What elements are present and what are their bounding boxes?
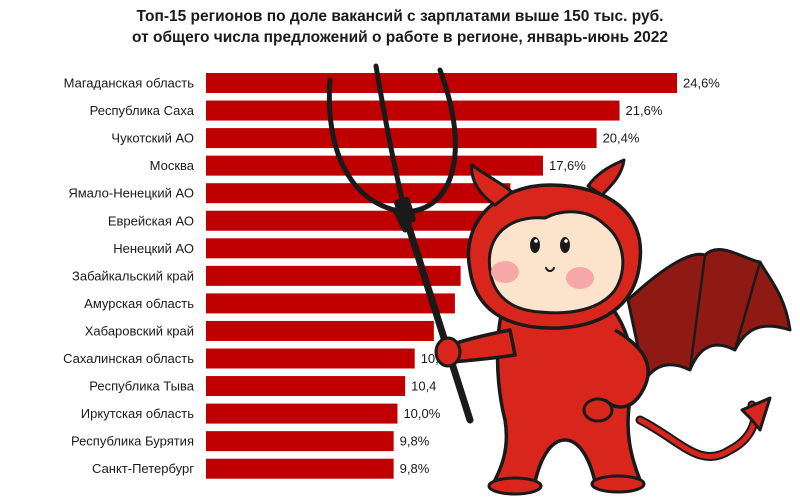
category-label: Москва (150, 158, 195, 173)
value-label: 9,8% (400, 434, 430, 449)
bar (206, 431, 394, 452)
category-label: Забайкальский край (72, 268, 194, 283)
bar (206, 128, 597, 149)
value-label: 10,4 (411, 379, 436, 394)
bar (206, 210, 498, 231)
category-label: Республика Бурятия (71, 434, 194, 449)
category-label: Республика Саха (90, 103, 195, 118)
bar (206, 376, 406, 397)
category-label: Хабаровский край (85, 323, 194, 338)
bar (206, 293, 455, 314)
bar (206, 183, 511, 204)
bar (206, 348, 415, 369)
bar (206, 100, 620, 121)
category-label: Амурская область (84, 296, 194, 311)
value-label: 10,9% (421, 351, 458, 366)
chart-title-line-1: Топ-15 регионов по доле вакансий с зарпл… (136, 8, 664, 25)
bar (206, 458, 394, 479)
category-label: Сахалинская область (63, 351, 194, 366)
category-label: Чукотский АО (111, 131, 194, 146)
category-label: Ямало-Ненецкий АО (68, 186, 194, 201)
value-label: 24,6% (683, 76, 720, 91)
bar (206, 155, 543, 176)
bar (206, 238, 482, 259)
category-label: Еврейская АО (108, 213, 194, 228)
chart-title-line-2: от общего числа предложений о работе в р… (132, 29, 668, 46)
value-label: 20,4% (603, 131, 640, 146)
category-label: Иркутская область (81, 406, 194, 421)
category-label: Магаданская область (64, 76, 195, 91)
chart-title: Топ-15 регионов по доле вакансий с зарпл… (0, 6, 800, 48)
category-label: Санкт-Петербург (92, 461, 194, 476)
bar (206, 265, 461, 286)
category-label: Республика Тыва (89, 379, 195, 394)
category-labels-group: Магаданская область Республика Саха Чукотс… (63, 76, 195, 477)
value-label: 10,0% (403, 406, 440, 421)
category-label: Ненецкий АО (113, 241, 194, 256)
value-label: 17,6% (549, 158, 586, 173)
bar (206, 403, 398, 424)
value-label: 9,8% (400, 461, 430, 476)
bar (206, 320, 434, 341)
bar (206, 73, 677, 93)
value-label: 21,6% (626, 103, 663, 118)
